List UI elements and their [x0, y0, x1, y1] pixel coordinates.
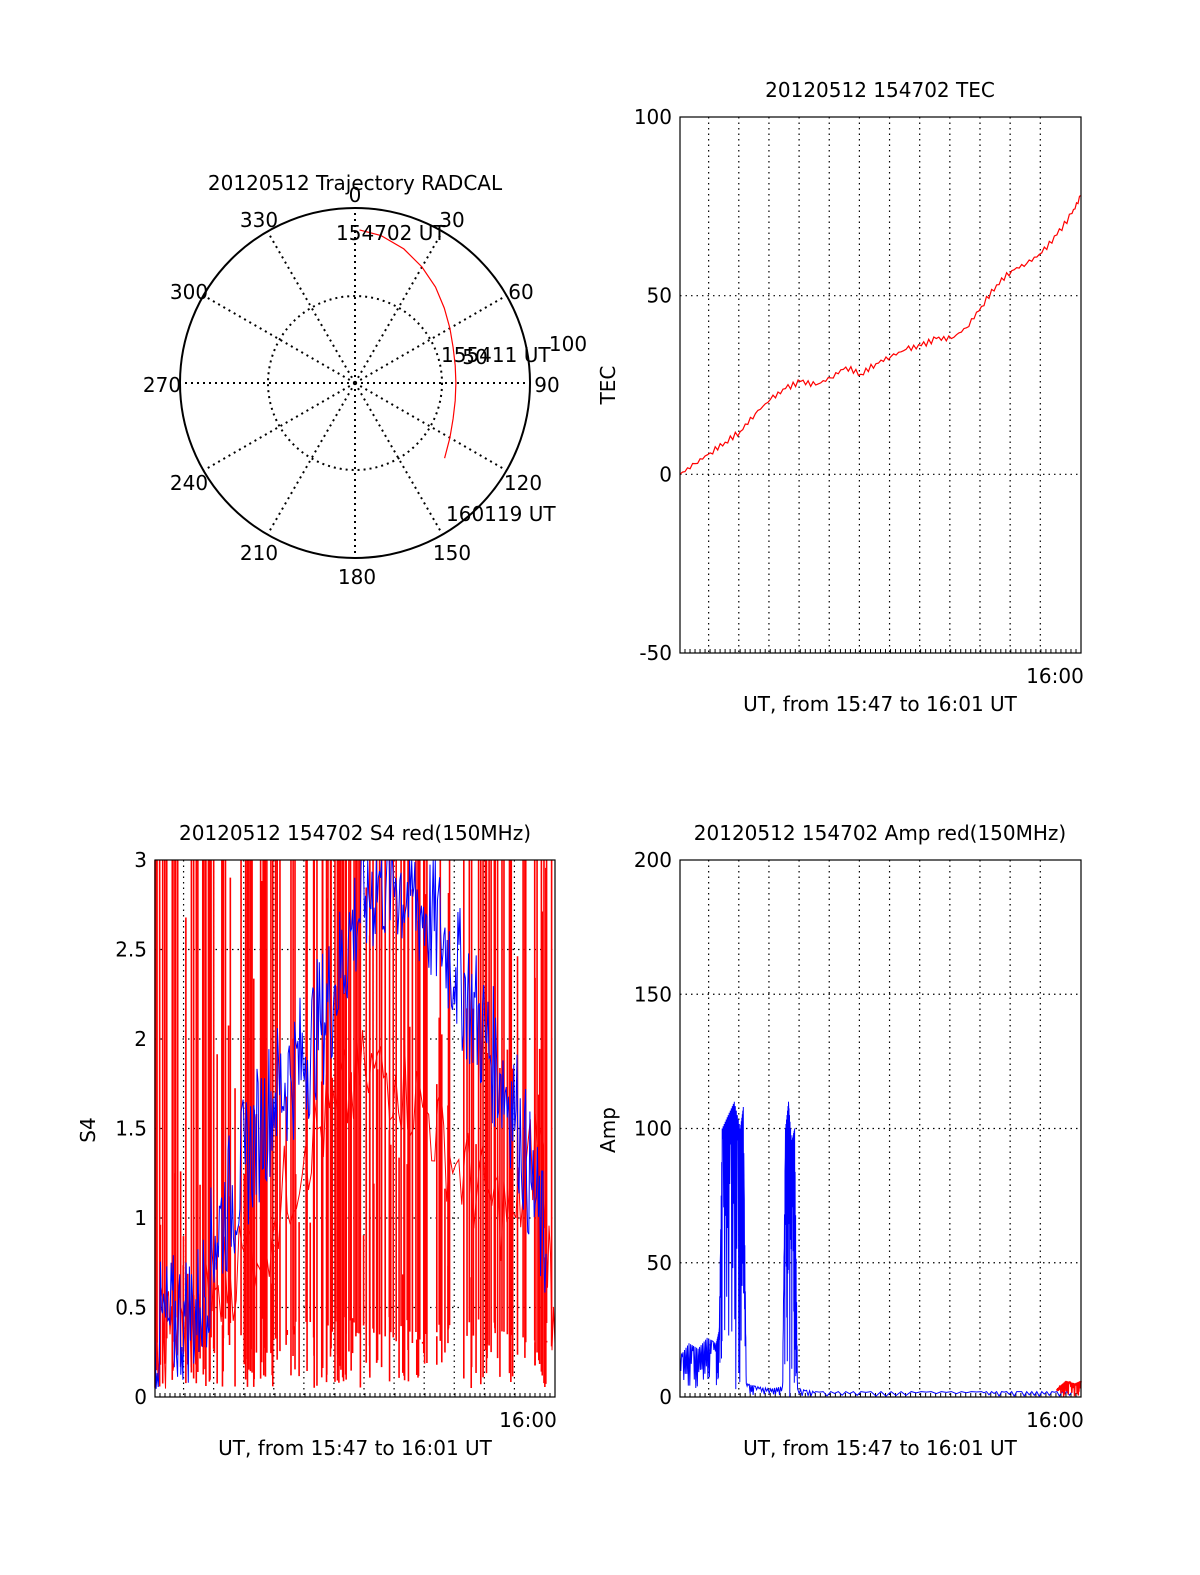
polar-spoke: [266, 382, 356, 536]
amp-grid: [679, 860, 1082, 1397]
polar-spoke: [354, 382, 444, 536]
y-tick-label: 0: [659, 462, 672, 486]
amp-x-axis-label: UT, from 15:47 to 16:01 UT: [743, 1436, 1018, 1460]
s4-y-axis-label: S4: [76, 1117, 100, 1142]
polar-end-annotation: 160119 UT: [446, 502, 556, 526]
tec-panel: 20120512 154702 TEC -50 0 50 100 16:00 UT, …: [596, 78, 1084, 716]
s4-y-tick-labels: 0 0.5 1 1.5 2 2.5 3: [115, 848, 147, 1409]
tec-grid: [679, 117, 1082, 653]
polar-start-annotation: 154702 UT: [336, 221, 446, 245]
polar-azimuth-labels: 0 30 60 90 120 150 180 210 240 270 300 330: [143, 183, 560, 589]
y-tick-label: 50: [647, 1251, 672, 1275]
s4-title: 20120512 154702 S4 red(150MHz): [179, 821, 531, 845]
s4-blue-series-line: [154, 859, 547, 1389]
polar-azimuth-label-60: 60: [508, 280, 533, 304]
polar-grid: [180, 208, 530, 558]
amp-title: 20120512 154702 Amp red(150MHz): [694, 821, 1066, 845]
tec-series-line: [679, 195, 1082, 475]
polar-azimuth-label-330: 330: [240, 208, 278, 232]
polar-spoke: [354, 382, 508, 472]
polar-azimuth-label-300: 300: [170, 280, 208, 304]
amp-red-series-line: [1056, 1380, 1082, 1397]
polar-panel: 20120512 Trajectory RADCAL 0 30 60 90 120 150…: [143, 171, 587, 589]
polar-azimuth-label-270: 270: [143, 373, 181, 397]
polar-azimuth-label-150: 150: [433, 541, 471, 565]
polar-spoke: [202, 382, 356, 472]
polar-title: 20120512 Trajectory RADCAL: [208, 171, 503, 195]
tec-y-tick-labels: -50 0 50 100: [634, 105, 672, 665]
polar-inner-ring: [267, 295, 443, 471]
polar-azimuth-label-0: 0: [349, 183, 362, 207]
s4-x-axis-label: UT, from 15:47 to 16:01 UT: [218, 1436, 493, 1460]
tec-y-axis-label: TEC: [596, 366, 620, 406]
y-tick-label: 2: [134, 1027, 147, 1051]
amp-blue-series-line: [679, 1101, 1073, 1398]
polar-azimuth-label-240: 240: [170, 471, 208, 495]
y-tick-label: 0: [134, 1385, 147, 1409]
polar-radial-label-50: 50: [462, 345, 487, 369]
polar-azimuth-label-210: 210: [240, 541, 278, 565]
tec-x-axis-label: UT, from 15:47 to 16:01 UT: [743, 692, 1018, 716]
polar-azimuth-label-30: 30: [439, 208, 464, 232]
y-tick-label: 200: [634, 848, 672, 872]
polar-radial-label-100: 100: [549, 332, 587, 356]
amp-panel: 20120512 154702 Amp red(150MHz) 0 50 100 15…: [596, 821, 1084, 1460]
y-tick-label: 1: [134, 1206, 147, 1230]
y-tick-label: 100: [634, 1117, 672, 1141]
y-tick-label: 2.5: [115, 938, 147, 962]
polar-azimuth-label-180: 180: [338, 565, 376, 589]
y-tick-label: 3: [134, 848, 147, 872]
polar-spoke: [266, 230, 356, 384]
amp-plot-frame: [679, 859, 1082, 1398]
polar-azimuth-label-120: 120: [504, 471, 542, 495]
y-tick-label: 150: [634, 982, 672, 1006]
amp-y-axis-label: Amp: [596, 1107, 620, 1153]
amp-y-tick-labels: 0 50 100 150 200: [634, 848, 672, 1409]
amp-x-tick-label: 16:00: [1026, 1408, 1084, 1432]
polar-spoke: [202, 294, 356, 384]
y-tick-label: -50: [639, 641, 672, 665]
polar-spoke: [354, 230, 444, 384]
y-tick-label: 0: [659, 1385, 672, 1409]
polar-spoke: [354, 294, 508, 384]
s4-plot-frame: [154, 859, 556, 1398]
s4-x-tick-label: 16:00: [499, 1408, 557, 1432]
s4-panel: 20120512 154702 S4 red(150MHz) 0 0.5 1 1.5 2…: [76, 821, 557, 1460]
polar-radial-labels: 50 100: [462, 332, 587, 369]
y-tick-label: 0.5: [115, 1296, 147, 1320]
polar-trajectory-line: [359, 229, 457, 459]
tec-x-tick-label: 16:00: [1026, 664, 1084, 688]
y-tick-label: 50: [647, 284, 672, 308]
y-tick-label: 100: [634, 105, 672, 129]
tec-plot-frame: [679, 116, 1082, 654]
polar-azimuth-label-90: 90: [534, 373, 559, 397]
y-tick-label: 1.5: [115, 1117, 147, 1141]
tec-title: 20120512 154702 TEC: [765, 78, 995, 102]
polar-mid-annotation: 155411 UT: [441, 343, 551, 367]
